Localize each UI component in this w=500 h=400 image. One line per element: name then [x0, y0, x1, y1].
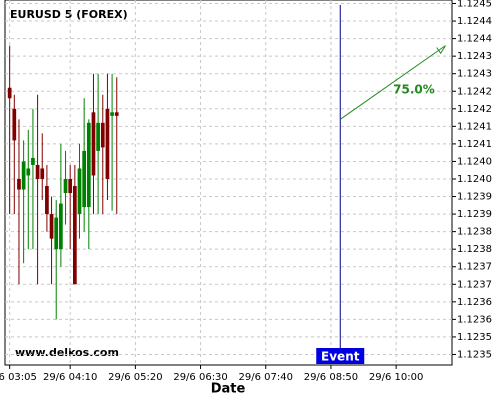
x-tick-label: 29/6 04:10: [43, 372, 97, 383]
y-tick-label: 1.1235: [457, 349, 492, 360]
forecast-arrow: [339, 45, 446, 120]
candle-body: [12, 108, 17, 141]
candle-body: [54, 217, 59, 250]
y-tick-label: 1.1238: [457, 244, 492, 255]
y-tick-label: 1.1237: [457, 279, 492, 290]
y-tick-label: 1.1244: [457, 34, 492, 45]
y-tick-label: 1.1240: [457, 174, 492, 185]
event-box: [316, 348, 365, 364]
chart-title: EURUSD 5 (FOREX): [10, 8, 128, 21]
y-tick-label: 1.1243: [457, 51, 492, 62]
candle-body: [17, 178, 21, 190]
x-axis-label: Date: [211, 382, 246, 397]
y-tick-label: 1.1241: [457, 139, 492, 150]
x-tick-label: 29/6 03:05: [0, 372, 37, 383]
plot-area: [4, 0, 453, 366]
candle-body: [26, 168, 31, 176]
y-tick-label: 1.1239: [457, 192, 492, 203]
event-label: Event: [321, 350, 360, 364]
candle-body: [45, 186, 49, 215]
candle-body: [82, 150, 87, 208]
y-tick-label: 1.1240: [457, 156, 492, 167]
x-tick-label: 29/6 05:20: [108, 372, 162, 383]
y-tick-label: 1.1243: [457, 69, 492, 80]
candle-body: [91, 112, 96, 176]
candle-body: [114, 112, 119, 116]
candle-body: [72, 186, 77, 285]
y-tick-label: 1.1237: [457, 262, 492, 273]
candle-body: [105, 108, 110, 179]
y-tick-label: 1.1244: [457, 16, 492, 27]
y-tick-label: 1.1241: [457, 121, 492, 132]
candle-body: [86, 122, 91, 208]
candle-body: [7, 87, 12, 99]
candle-body: [110, 112, 114, 116]
x-tick-label: 29/6 08:50: [304, 372, 358, 383]
candle-body: [40, 168, 45, 179]
x-tick-label: 29/6 07:40: [239, 372, 293, 383]
y-tick-label: 1.1242: [457, 86, 492, 97]
candle-body: [21, 161, 26, 190]
y-tick-label: 1.1236: [457, 314, 492, 325]
y-tick-label: 1.1238: [457, 227, 492, 238]
y-tick-label: 1.1236: [457, 297, 492, 308]
y-tick-label: 1.1235: [457, 332, 492, 343]
candle-body: [77, 168, 82, 215]
candle-body: [35, 164, 40, 179]
candle-body: [59, 203, 63, 250]
candle-body: [63, 178, 68, 194]
forecast-label: 75.0%: [393, 83, 435, 97]
candle-body: [31, 157, 35, 165]
y-tick-label: 1.1242: [457, 104, 492, 115]
candle-body: [100, 122, 105, 148]
candle-body: [96, 122, 100, 151]
x-tick-label: 29/6 10:00: [369, 372, 423, 383]
watermark: www.delkos.com: [15, 346, 119, 359]
y-tick-label: 1.1239: [457, 209, 492, 220]
candle-body: [68, 178, 73, 194]
x-tick-label: 29/6 06:30: [173, 372, 227, 383]
candle-body: [49, 214, 54, 239]
arrow-head: [436, 45, 446, 55]
y-tick-label: 1.1245: [457, 0, 492, 10]
